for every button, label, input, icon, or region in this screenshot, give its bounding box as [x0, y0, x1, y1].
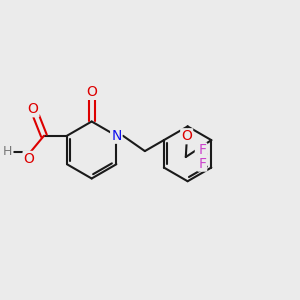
Text: O: O — [28, 102, 38, 116]
Text: O: O — [24, 152, 34, 166]
Text: O: O — [181, 129, 192, 143]
Text: F: F — [198, 143, 206, 158]
Text: N: N — [111, 129, 122, 143]
Text: H: H — [3, 145, 12, 158]
Text: O: O — [196, 148, 207, 162]
Text: O: O — [86, 85, 97, 99]
Text: F: F — [198, 157, 206, 171]
